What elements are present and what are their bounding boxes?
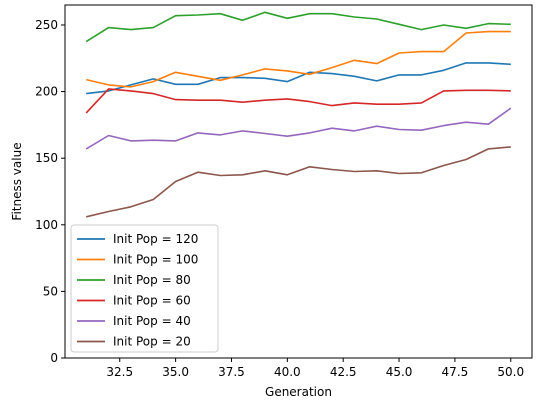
legend-label: Init Pop = 20	[113, 335, 191, 349]
x-tick-label: 32.5	[106, 365, 133, 379]
legend-label: Init Pop = 40	[113, 314, 191, 328]
y-tick-label: 0	[50, 351, 58, 365]
series-line-1	[86, 30, 511, 88]
series-line-5	[86, 146, 511, 218]
y-tick-label: 250	[35, 18, 58, 32]
x-tick-label: 47.5	[442, 365, 469, 379]
legend-label: Init Pop = 60	[113, 294, 191, 308]
y-tick-label: 50	[43, 284, 58, 298]
y-axis: 0 50 100 150 200 250	[35, 18, 65, 365]
y-tick-label: 150	[35, 151, 58, 165]
x-tick-label: 45.0	[386, 365, 413, 379]
x-tick-label: 35.0	[162, 365, 189, 379]
plot-frame	[64, 4, 533, 359]
x-axis-label: Generation	[265, 385, 332, 399]
legend-label: Init Pop = 120	[113, 232, 198, 246]
series-lines	[85, 11, 512, 218]
x-axis: 32.5 35.0 37.5 40.0 42.5 45.0 47.5 50.0	[106, 358, 524, 379]
legend-box	[70, 224, 219, 353]
y-tick-label: 100	[35, 218, 58, 232]
legend: Init Pop = 120 Init Pop = 100 Init Pop = 8…	[70, 224, 219, 353]
series-line-4	[85, 107, 512, 150]
x-tick-label: 37.5	[218, 365, 245, 379]
y-tick-label: 200	[35, 85, 58, 99]
series-line-0	[86, 62, 511, 95]
legend-label: Init Pop = 100	[113, 253, 198, 267]
series-line-3	[85, 88, 511, 114]
legend-label: Init Pop = 80	[113, 273, 191, 287]
y-axis-label: Fitness value	[10, 142, 24, 220]
x-tick-label: 40.0	[274, 365, 301, 379]
x-tick-label: 42.5	[330, 365, 357, 379]
x-tick-label: 50.0	[497, 365, 524, 379]
series-line-2	[85, 11, 511, 43]
